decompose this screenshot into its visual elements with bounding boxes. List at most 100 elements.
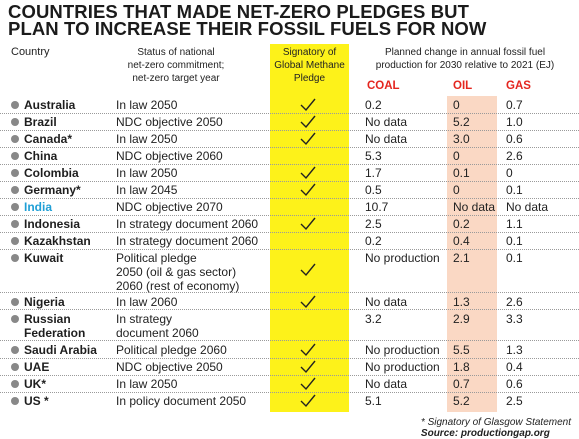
bullet-icon [11,152,19,160]
title-line-1: COUNTRIES THAT MADE NET-ZERO PLEDGES BUT [8,1,470,22]
gas-value: 0.1 [506,183,523,197]
oil-value: 0.1 [453,166,470,180]
oil-value: 0 [453,98,460,112]
row-divider [0,147,579,148]
status-line: 2060 (rest of economy) [116,279,240,293]
bullet-icon [11,186,19,194]
row-divider [0,232,579,233]
row-divider [0,130,579,131]
footer-note: * Signatory of Glasgow Statement Source:… [421,417,571,439]
checkmark-icon [300,360,316,374]
coal-value: No production [365,251,440,265]
country-name: Kuwait [24,251,64,265]
status-text: Political pledge 2050 (oil & gas sector) 2… [116,251,272,293]
status-text: In law 2050 [116,98,272,112]
status-text: NDC objective 2060 [116,149,272,163]
gas-value: 2.6 [506,149,523,163]
country-name: Nigeria [24,295,65,309]
oil-value: 1.8 [453,360,470,374]
status-line: NDC objective 2050 [116,360,223,374]
coal-value: 1.7 [365,166,382,180]
checkmark-icon [300,132,316,146]
header-country: Country [11,46,50,58]
row-divider [0,358,579,359]
country-name: Russian Federation [24,312,86,340]
status-line: 2050 (oil & gas sector) [116,265,237,279]
gas-value: 0.6 [506,377,523,391]
row-divider [0,292,579,293]
oil-value: 0 [453,149,460,163]
gas-value: 0.1 [506,251,523,265]
oil-value: 0.4 [453,234,470,248]
oil-column-highlight [447,96,497,412]
checkmark-icon [300,263,316,277]
bullet-icon [11,397,19,405]
coal-value: No production [365,360,440,374]
checkmark-icon [300,98,316,112]
status-line: In law 2050 [116,132,178,146]
status-text: NDC objective 2050 [116,360,272,374]
oil-value: 1.3 [453,295,470,309]
coal-value: No data [365,132,408,146]
gas-value: 0.6 [506,132,523,146]
row-divider [0,249,579,250]
header-oil: OIL [453,80,473,92]
header-coal: COAL [367,80,400,92]
oil-value: 5.2 [453,394,470,408]
country-name: Germany* [24,183,81,197]
status-line: NDC objective 2060 [116,149,223,163]
country-name: India [24,200,53,214]
status-text: In strategy document 2060 [116,234,272,248]
header-gas: GAS [506,80,531,92]
status-line: In strategy document 2060 [116,217,259,231]
status-line: In law 2060 [116,295,178,309]
title-line-2: PLAN TO INCREASE THEIR FOSSIL FUELS FOR … [8,18,487,39]
header-methane-line: Global Methane [274,60,345,71]
checkmark-icon [300,343,316,357]
row-divider [0,375,579,376]
coal-value: 5.3 [365,149,382,163]
status-text: In law 2045 [116,183,272,197]
checkmark-icon [300,217,316,231]
status-text: In policy document 2050 [116,394,272,408]
oil-value: 2.1 [453,251,470,265]
country-name: Brazil [24,115,57,129]
gas-value: 2.5 [506,394,523,408]
status-text: In law 2050 [116,377,272,391]
bullet-icon [11,298,19,306]
checkmark-icon [300,295,316,309]
coal-value: No data [365,115,408,129]
gas-value: No data [506,200,549,214]
status-line: In law 2045 [116,183,178,197]
oil-value: 0.7 [453,377,470,391]
status-line: In law 2050 [116,98,178,112]
status-line: In strategy document 2060 [116,234,259,248]
row-divider [0,113,579,114]
coal-value: 5.1 [365,394,382,408]
coal-value: 0.2 [365,98,382,112]
country-name: UAE [24,360,50,374]
status-text: In strategy document 2060 [116,217,272,231]
gas-value: 1.1 [506,217,523,231]
status-text: Political pledge 2060 [116,343,272,357]
row-divider [0,181,579,182]
bullet-icon [11,220,19,228]
bullet-icon [11,380,19,388]
coal-value: 0.2 [365,234,382,248]
coal-value: 10.7 [365,200,389,214]
header-methane-line: Signatory of [282,47,337,58]
header-status-line: net-zero commitment; [127,60,225,71]
status-text: In law 2060 [116,295,272,309]
country-name: Colombia [24,166,79,180]
status-line: NDC objective 2070 [116,200,223,214]
oil-value: 0.2 [453,217,470,231]
coal-value: No production [365,343,440,357]
status-text: NDC objective 2070 [116,200,272,214]
country-name: Canada* [24,132,73,146]
country-name: Kazakhstan [24,234,91,248]
coal-value: 0.5 [365,183,382,197]
country-name: Saudi Arabia [24,343,97,357]
coal-value: No data [365,295,408,309]
bullet-icon [11,346,19,354]
